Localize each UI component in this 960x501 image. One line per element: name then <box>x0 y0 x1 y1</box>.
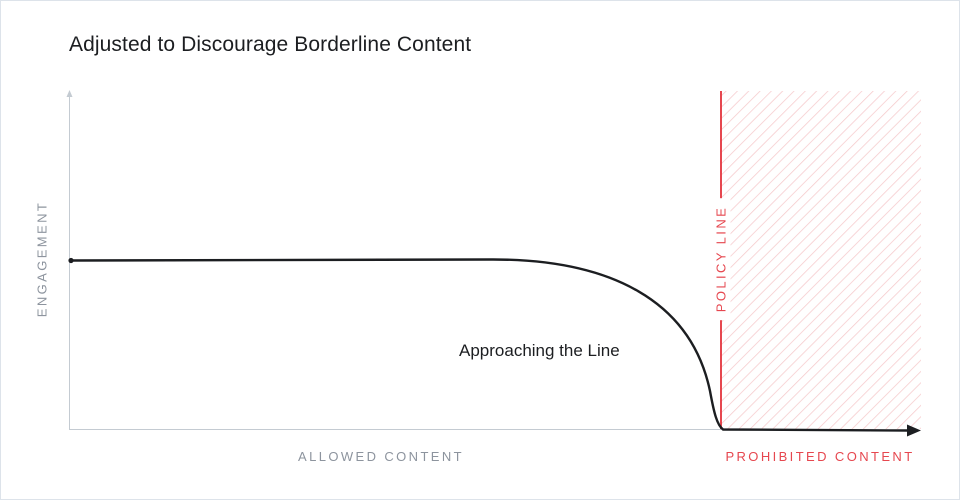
diagram-title: Adjusted to Discourage Borderline Conten… <box>69 33 472 56</box>
prohibited-region <box>721 91 921 429</box>
policy-line-label: POLICY LINE <box>711 197 731 321</box>
y-axis-arrow <box>66 90 73 97</box>
prohibited-content-label: PROHIBITED CONTENT <box>725 449 915 464</box>
engagement-curve <box>69 258 911 432</box>
curve-start-dot <box>68 257 74 264</box>
allowed-content-label: ALLOWED CONTENT <box>297 449 465 464</box>
y-axis-label: ENGAGEMENT <box>34 200 50 318</box>
curve-arrowhead <box>907 424 921 437</box>
approaching-line-annotation: Approaching the Line <box>459 341 620 360</box>
